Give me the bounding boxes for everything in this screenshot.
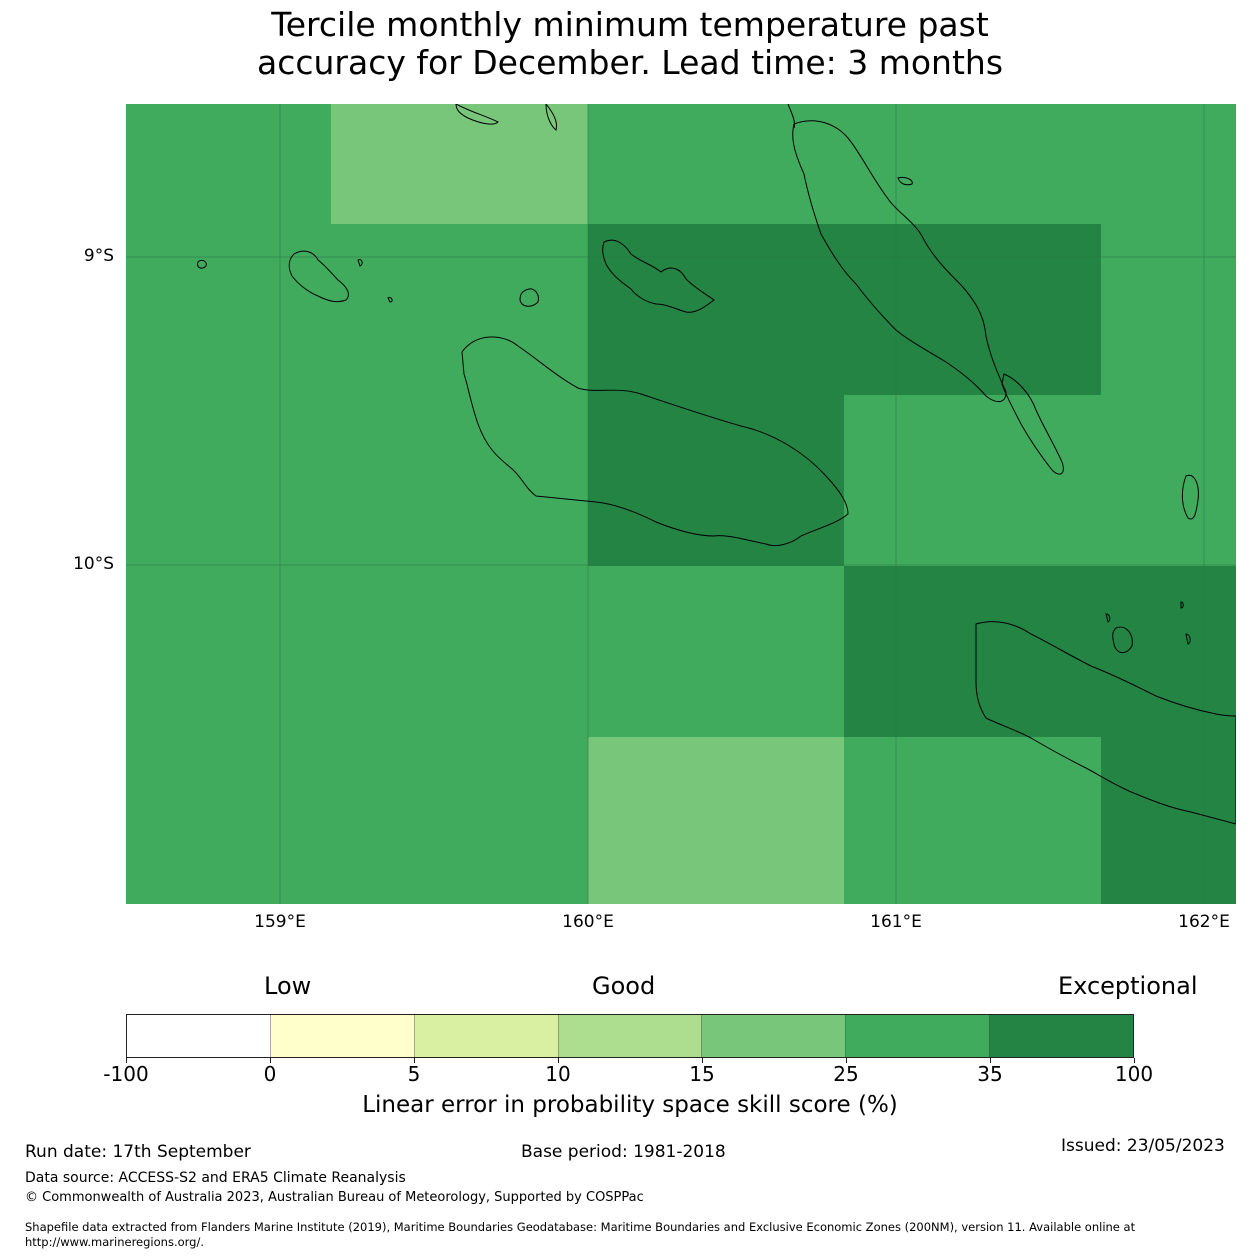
title-line-1: Tercile monthly minimum temperature past	[271, 5, 989, 44]
coast-small-islet-a	[357, 259, 363, 267]
colorbar-segment-5	[846, 1015, 991, 1057]
run-date: Run date: 17th September	[25, 1142, 251, 1162]
shapefile-credit: Shapefile data extracted from Flanders M…	[25, 1220, 1136, 1249]
colorbar-tick-1	[270, 1058, 271, 1063]
coast-top-island-b	[545, 104, 557, 131]
map-canvas	[126, 104, 1236, 904]
skill-cell-top-light	[331, 104, 588, 224]
title-line-2: accuracy for December. Lead time: 3 mont…	[256, 43, 1004, 82]
coast-florida-islands	[602, 239, 715, 313]
colorbar-tick-label-2: 5	[407, 1062, 421, 1086]
colorbar-tick-6	[990, 1058, 991, 1063]
colorbar-word-good: Good	[592, 972, 656, 1000]
colorbar-tick-label-1: 0	[263, 1062, 277, 1086]
colorbar-segment-3	[558, 1015, 703, 1057]
colorbar-tick-label-3: 10	[545, 1062, 571, 1086]
coast-small-islet-e	[1185, 633, 1191, 645]
coast-small-islet-west	[197, 259, 207, 269]
colorbar-tick-5	[846, 1058, 847, 1063]
skill-cell-right-dark	[844, 566, 1236, 737]
colorbar-segment-1	[270, 1015, 415, 1057]
colorbar-tick-7	[1134, 1058, 1135, 1063]
lon-label-160e: 160°E	[562, 912, 614, 932]
colorbar-segment-6	[990, 1015, 1134, 1057]
colorbar-tick-0	[126, 1058, 127, 1063]
lon-label-161e: 161°E	[870, 912, 922, 932]
colorbar-tick-2	[414, 1058, 415, 1063]
lon-label-162e: 162°E	[1178, 912, 1230, 932]
coastlines	[197, 104, 1236, 825]
coast-small-islet-c	[1105, 613, 1111, 623]
lon-label-159e: 159°E	[254, 912, 306, 932]
skill-cell-bottom-light	[588, 737, 844, 904]
lat-label-9s: 9°S	[83, 246, 114, 266]
base-period: Base period: 1981-2018	[521, 1142, 726, 1162]
coast-malaita-north	[787, 104, 795, 129]
coast-small-islet-b	[387, 297, 393, 303]
coast-savo	[519, 288, 539, 307]
skill-cell-mid-dark	[588, 395, 844, 566]
colorbar-tick-3	[558, 1058, 559, 1063]
colorbar-segment-0	[127, 1015, 271, 1057]
coast-ulawa	[1181, 474, 1199, 520]
copyright: © Commonwealth of Australia 2023, Austra…	[25, 1190, 644, 1205]
colorbar-segment-2	[414, 1015, 559, 1057]
data-source: Data source: ACCESS-S2 and ERA5 Climate …	[25, 1170, 406, 1186]
coast-top-island-c	[897, 177, 913, 186]
issued-date: Issued: 23/05/2023	[1061, 1136, 1225, 1156]
colorbar-tick-label-0: -100	[103, 1062, 149, 1086]
coast-guadalcanal	[461, 336, 849, 547]
colorbar-tick-label-7: 100	[1114, 1062, 1154, 1086]
lat-label-10s: 10°S	[73, 554, 114, 574]
colorbar-tick-label-5: 25	[833, 1062, 859, 1086]
colorbar	[126, 1014, 1134, 1058]
colorbar-label: Linear error in probability space skill …	[362, 1092, 898, 1118]
graticule	[126, 104, 1236, 904]
coast-small-islet-d	[1180, 601, 1184, 609]
colorbar-word-exceptional: Exceptional	[1058, 972, 1198, 1000]
coast-uki-island	[1112, 626, 1133, 653]
colorbar-tick-label-6: 35	[977, 1062, 1003, 1086]
coast-small-malaita	[1001, 373, 1064, 475]
colorbar-tick-label-4: 15	[689, 1062, 715, 1086]
coast-top-island-a	[455, 104, 499, 125]
colorbar-word-low: Low	[264, 972, 312, 1000]
colorbar-tick-4	[702, 1058, 703, 1063]
skill-cell-corner-dark	[1101, 737, 1236, 904]
colorbar-segment-4	[702, 1015, 847, 1057]
coast-malaita	[792, 120, 1007, 402]
coast-russell-islands	[288, 250, 349, 303]
map-title: Tercile monthly minimum temperature past…	[0, 6, 1260, 82]
skill-cell-upper-dark	[588, 224, 1101, 395]
coast-makira	[975, 621, 1236, 825]
skill-map	[126, 104, 1236, 904]
